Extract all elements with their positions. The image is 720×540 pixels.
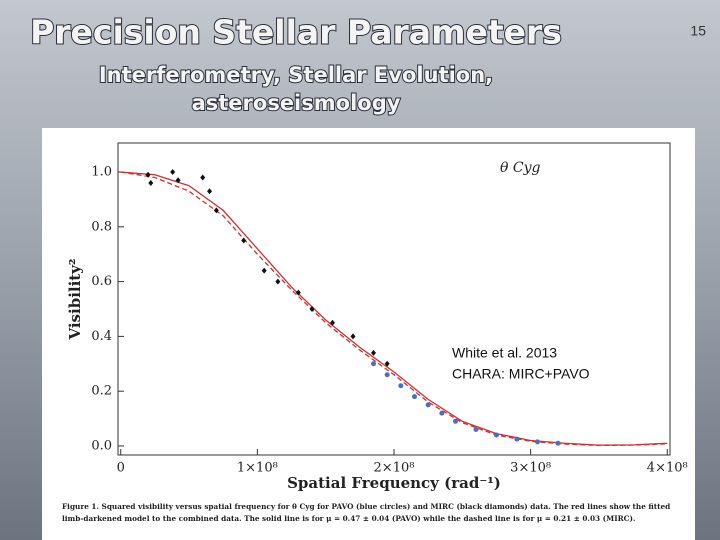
y-tick-label: 0.0	[91, 438, 112, 453]
caption: limb-darkened model to the combined data…	[62, 514, 635, 523]
slide-subtitle: Interferometry, Stellar Evolution,	[99, 63, 493, 87]
data-point	[398, 383, 404, 389]
data-point	[473, 427, 479, 433]
data-point	[534, 439, 540, 445]
data-point	[207, 188, 213, 195]
data-point	[411, 394, 417, 400]
data-point	[148, 179, 154, 186]
data-point	[452, 418, 458, 424]
data-point	[384, 372, 390, 378]
page-number: 15	[690, 23, 706, 39]
y-tick-label: 0.6	[91, 274, 112, 289]
caption: Figure 1. Squared visibility versus spat…	[62, 502, 670, 511]
data-point	[330, 319, 336, 326]
data-point	[384, 360, 390, 367]
plot-marks: 0.0 0.2 0.4 0.6 0.8 1.0 0 1×10⁸ 2×10⁸ 3×10⁸ 4×10⁸	[91, 165, 687, 476]
data-point	[170, 169, 176, 176]
x-axis-label: Spatial Frequency (rad⁻¹)	[287, 474, 501, 492]
data-point	[371, 349, 377, 356]
figure-panel	[42, 128, 695, 540]
slide-subtitle: asteroseismology	[192, 91, 401, 115]
x-tick-label: 3×10⁸	[510, 461, 551, 476]
data-point	[439, 410, 445, 416]
data-point	[309, 305, 315, 312]
y-tick-label: 0.4	[91, 329, 112, 344]
data-point	[200, 174, 206, 181]
data-point	[493, 432, 499, 438]
data-point	[555, 440, 561, 446]
annotation-box	[447, 340, 631, 386]
plot-title: θ Cyg	[500, 160, 541, 176]
model-line	[120, 171, 668, 447]
data-point	[145, 171, 151, 178]
y-tick-label: 0.8	[91, 219, 112, 234]
data-point	[425, 402, 431, 408]
data-point	[295, 289, 301, 296]
x-tick-label: 4×10⁸	[647, 461, 688, 476]
data-point	[275, 278, 281, 285]
x-tick-label: 2×10⁸	[374, 461, 415, 476]
data-point	[371, 361, 377, 367]
data-point	[261, 267, 267, 274]
x-tick-label: 0	[117, 461, 125, 476]
annotation: White et al. 2013	[452, 345, 557, 361]
x-tick-label: 1×10⁸	[237, 461, 278, 476]
data-point	[514, 436, 520, 442]
slide-title: Precision Stellar Parameters	[30, 13, 562, 52]
annotation: CHARA: MIRC+PAVO	[452, 366, 590, 382]
data-point	[213, 207, 219, 214]
y-axis-label: Visibility²	[66, 258, 84, 340]
data-point	[241, 237, 247, 244]
y-tick-label: 1.0	[91, 165, 112, 180]
data-point	[350, 333, 356, 340]
y-tick-label: 0.2	[91, 384, 112, 399]
data-point	[175, 177, 181, 184]
